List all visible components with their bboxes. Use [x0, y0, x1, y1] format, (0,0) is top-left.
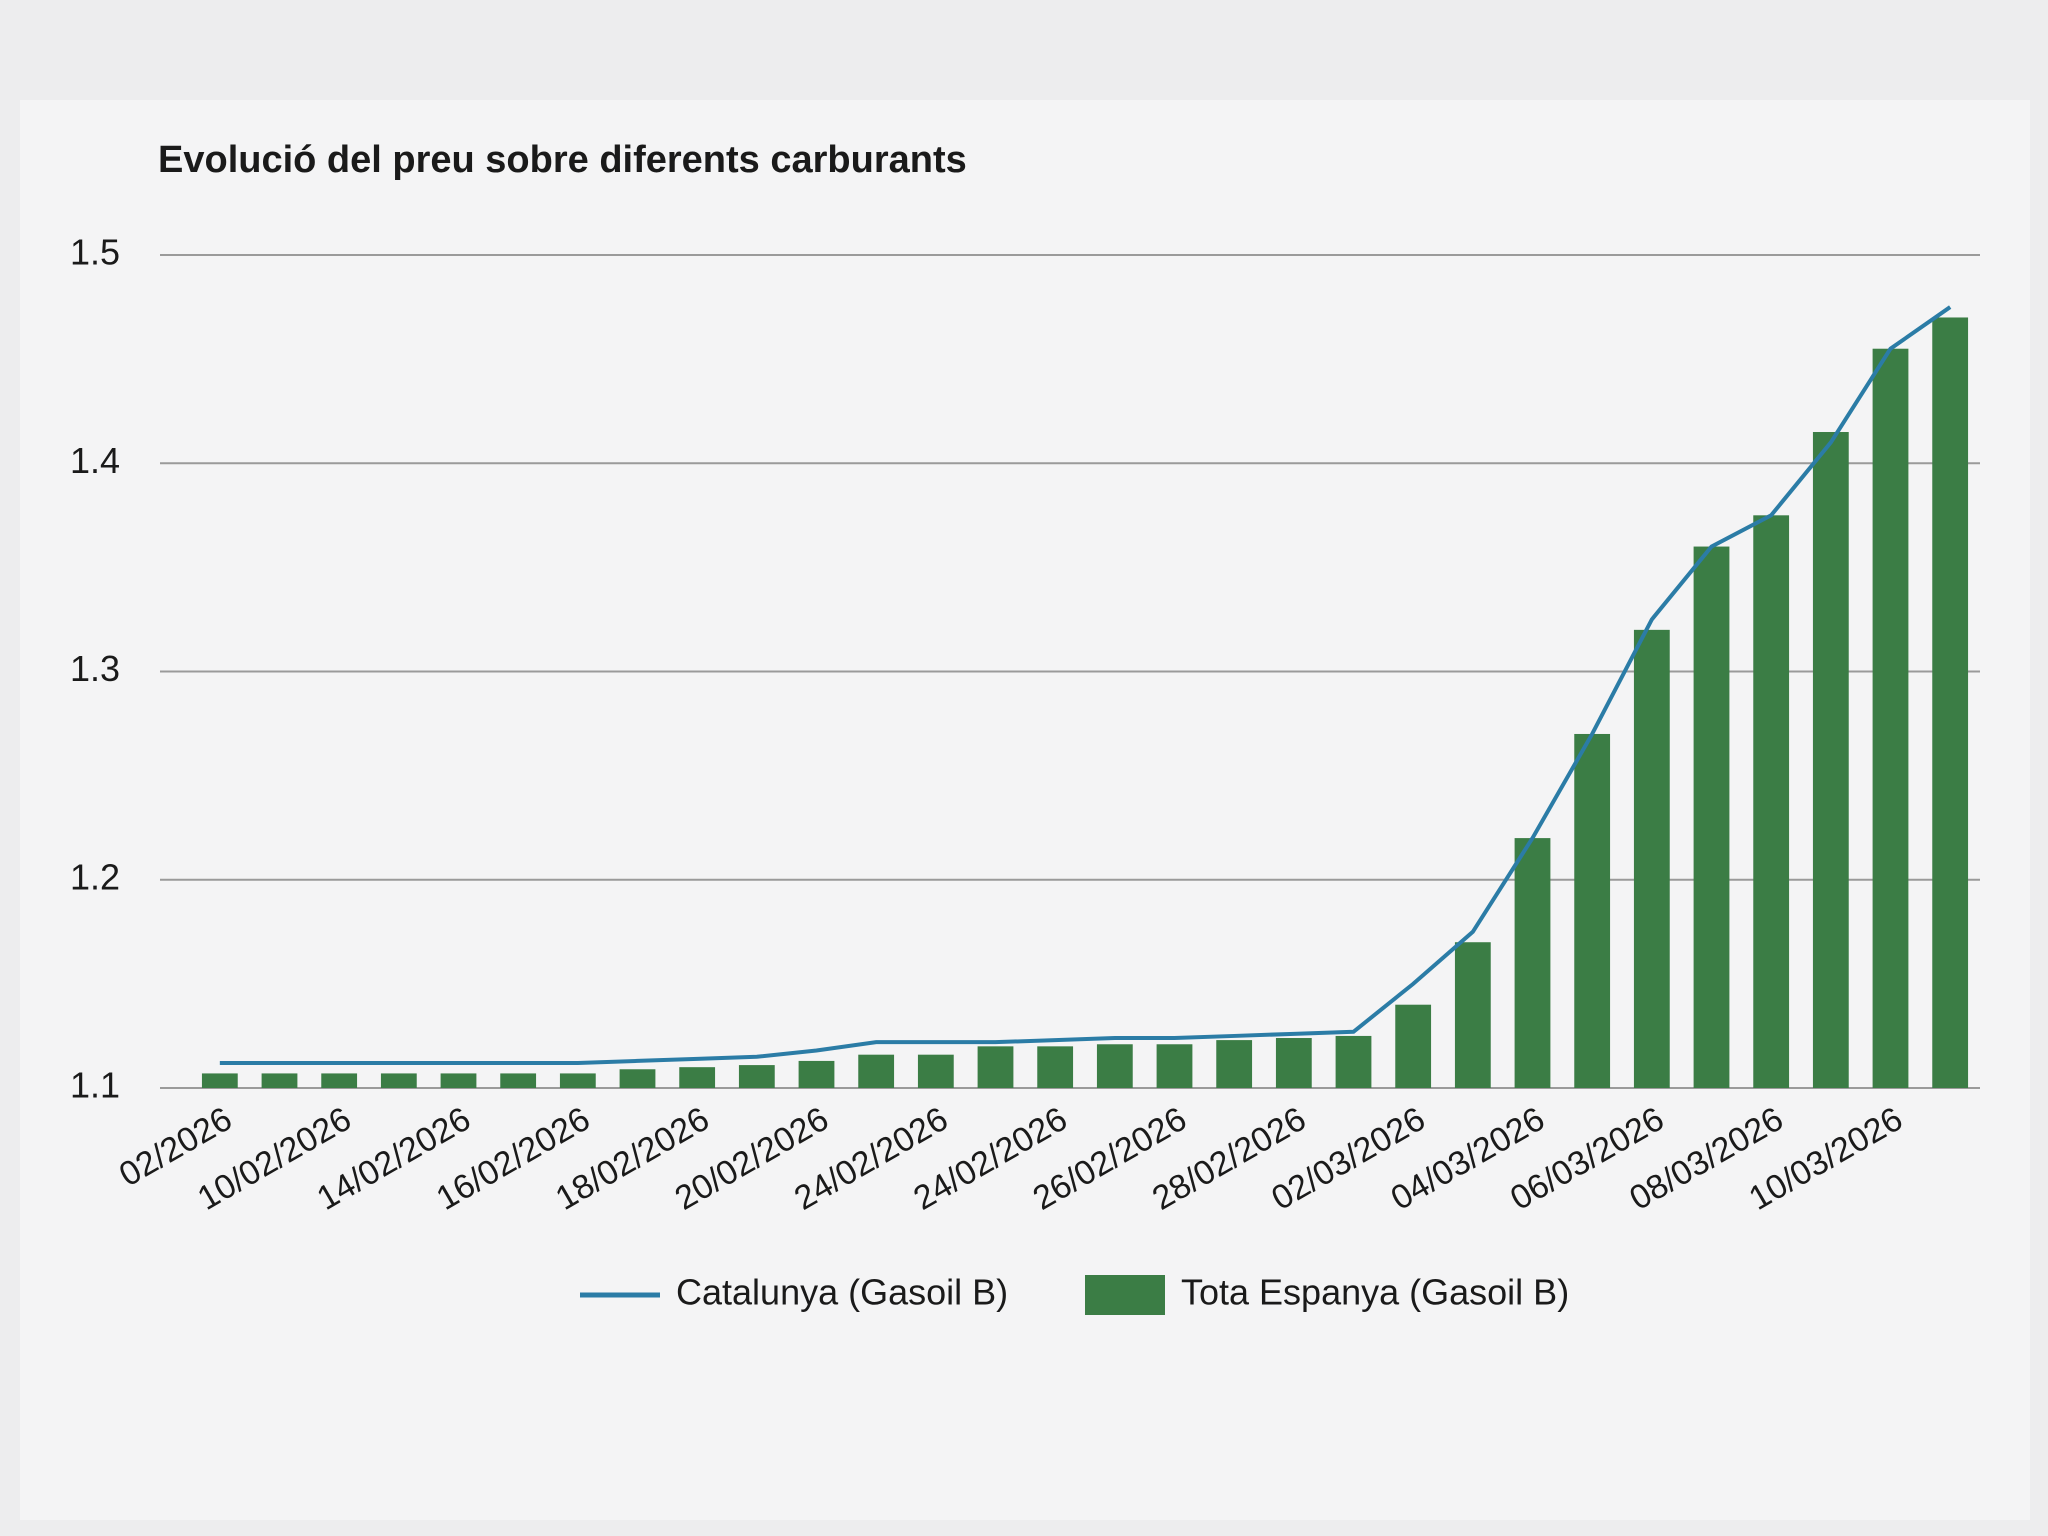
bar — [1275, 1038, 1312, 1088]
bar — [1454, 942, 1491, 1088]
legend-label: Tota Espanya (Gasoil B) — [1181, 1272, 1569, 1313]
bar — [1395, 1004, 1432, 1088]
bar — [559, 1073, 596, 1088]
bar — [1633, 629, 1670, 1088]
bar — [1872, 348, 1909, 1088]
y-tick-label: 1.4 — [70, 440, 120, 481]
bar — [798, 1060, 835, 1088]
bar — [321, 1073, 358, 1088]
bar — [679, 1067, 716, 1088]
bar — [738, 1065, 775, 1088]
bar — [1753, 515, 1790, 1088]
legend-swatch — [1085, 1275, 1165, 1315]
bar — [1574, 733, 1611, 1088]
bar — [1693, 546, 1730, 1088]
bar — [1335, 1035, 1372, 1088]
legend-label: Catalunya (Gasoil B) — [676, 1272, 1008, 1313]
chart-title: Evolució del preu sobre diferents carbur… — [158, 139, 967, 181]
y-tick-label: 1.5 — [70, 232, 120, 273]
bar — [201, 1073, 238, 1088]
bar — [380, 1073, 417, 1088]
line — [219, 305, 1952, 1066]
bar — [1037, 1046, 1074, 1088]
bar — [261, 1073, 298, 1088]
bar — [619, 1069, 656, 1088]
bar — [917, 1054, 954, 1088]
bar — [977, 1046, 1014, 1088]
bar — [1156, 1044, 1193, 1088]
y-tick-label: 1.2 — [70, 856, 120, 897]
y-tick-label: 1.3 — [70, 648, 120, 689]
bar — [1812, 432, 1849, 1088]
bar — [500, 1073, 537, 1088]
bar — [1216, 1040, 1253, 1088]
y-tick-label: 1.1 — [70, 1065, 120, 1106]
bar — [1514, 838, 1551, 1088]
bar — [1932, 317, 1969, 1089]
bar — [858, 1054, 895, 1088]
bar — [1096, 1044, 1133, 1088]
bar — [440, 1073, 477, 1088]
